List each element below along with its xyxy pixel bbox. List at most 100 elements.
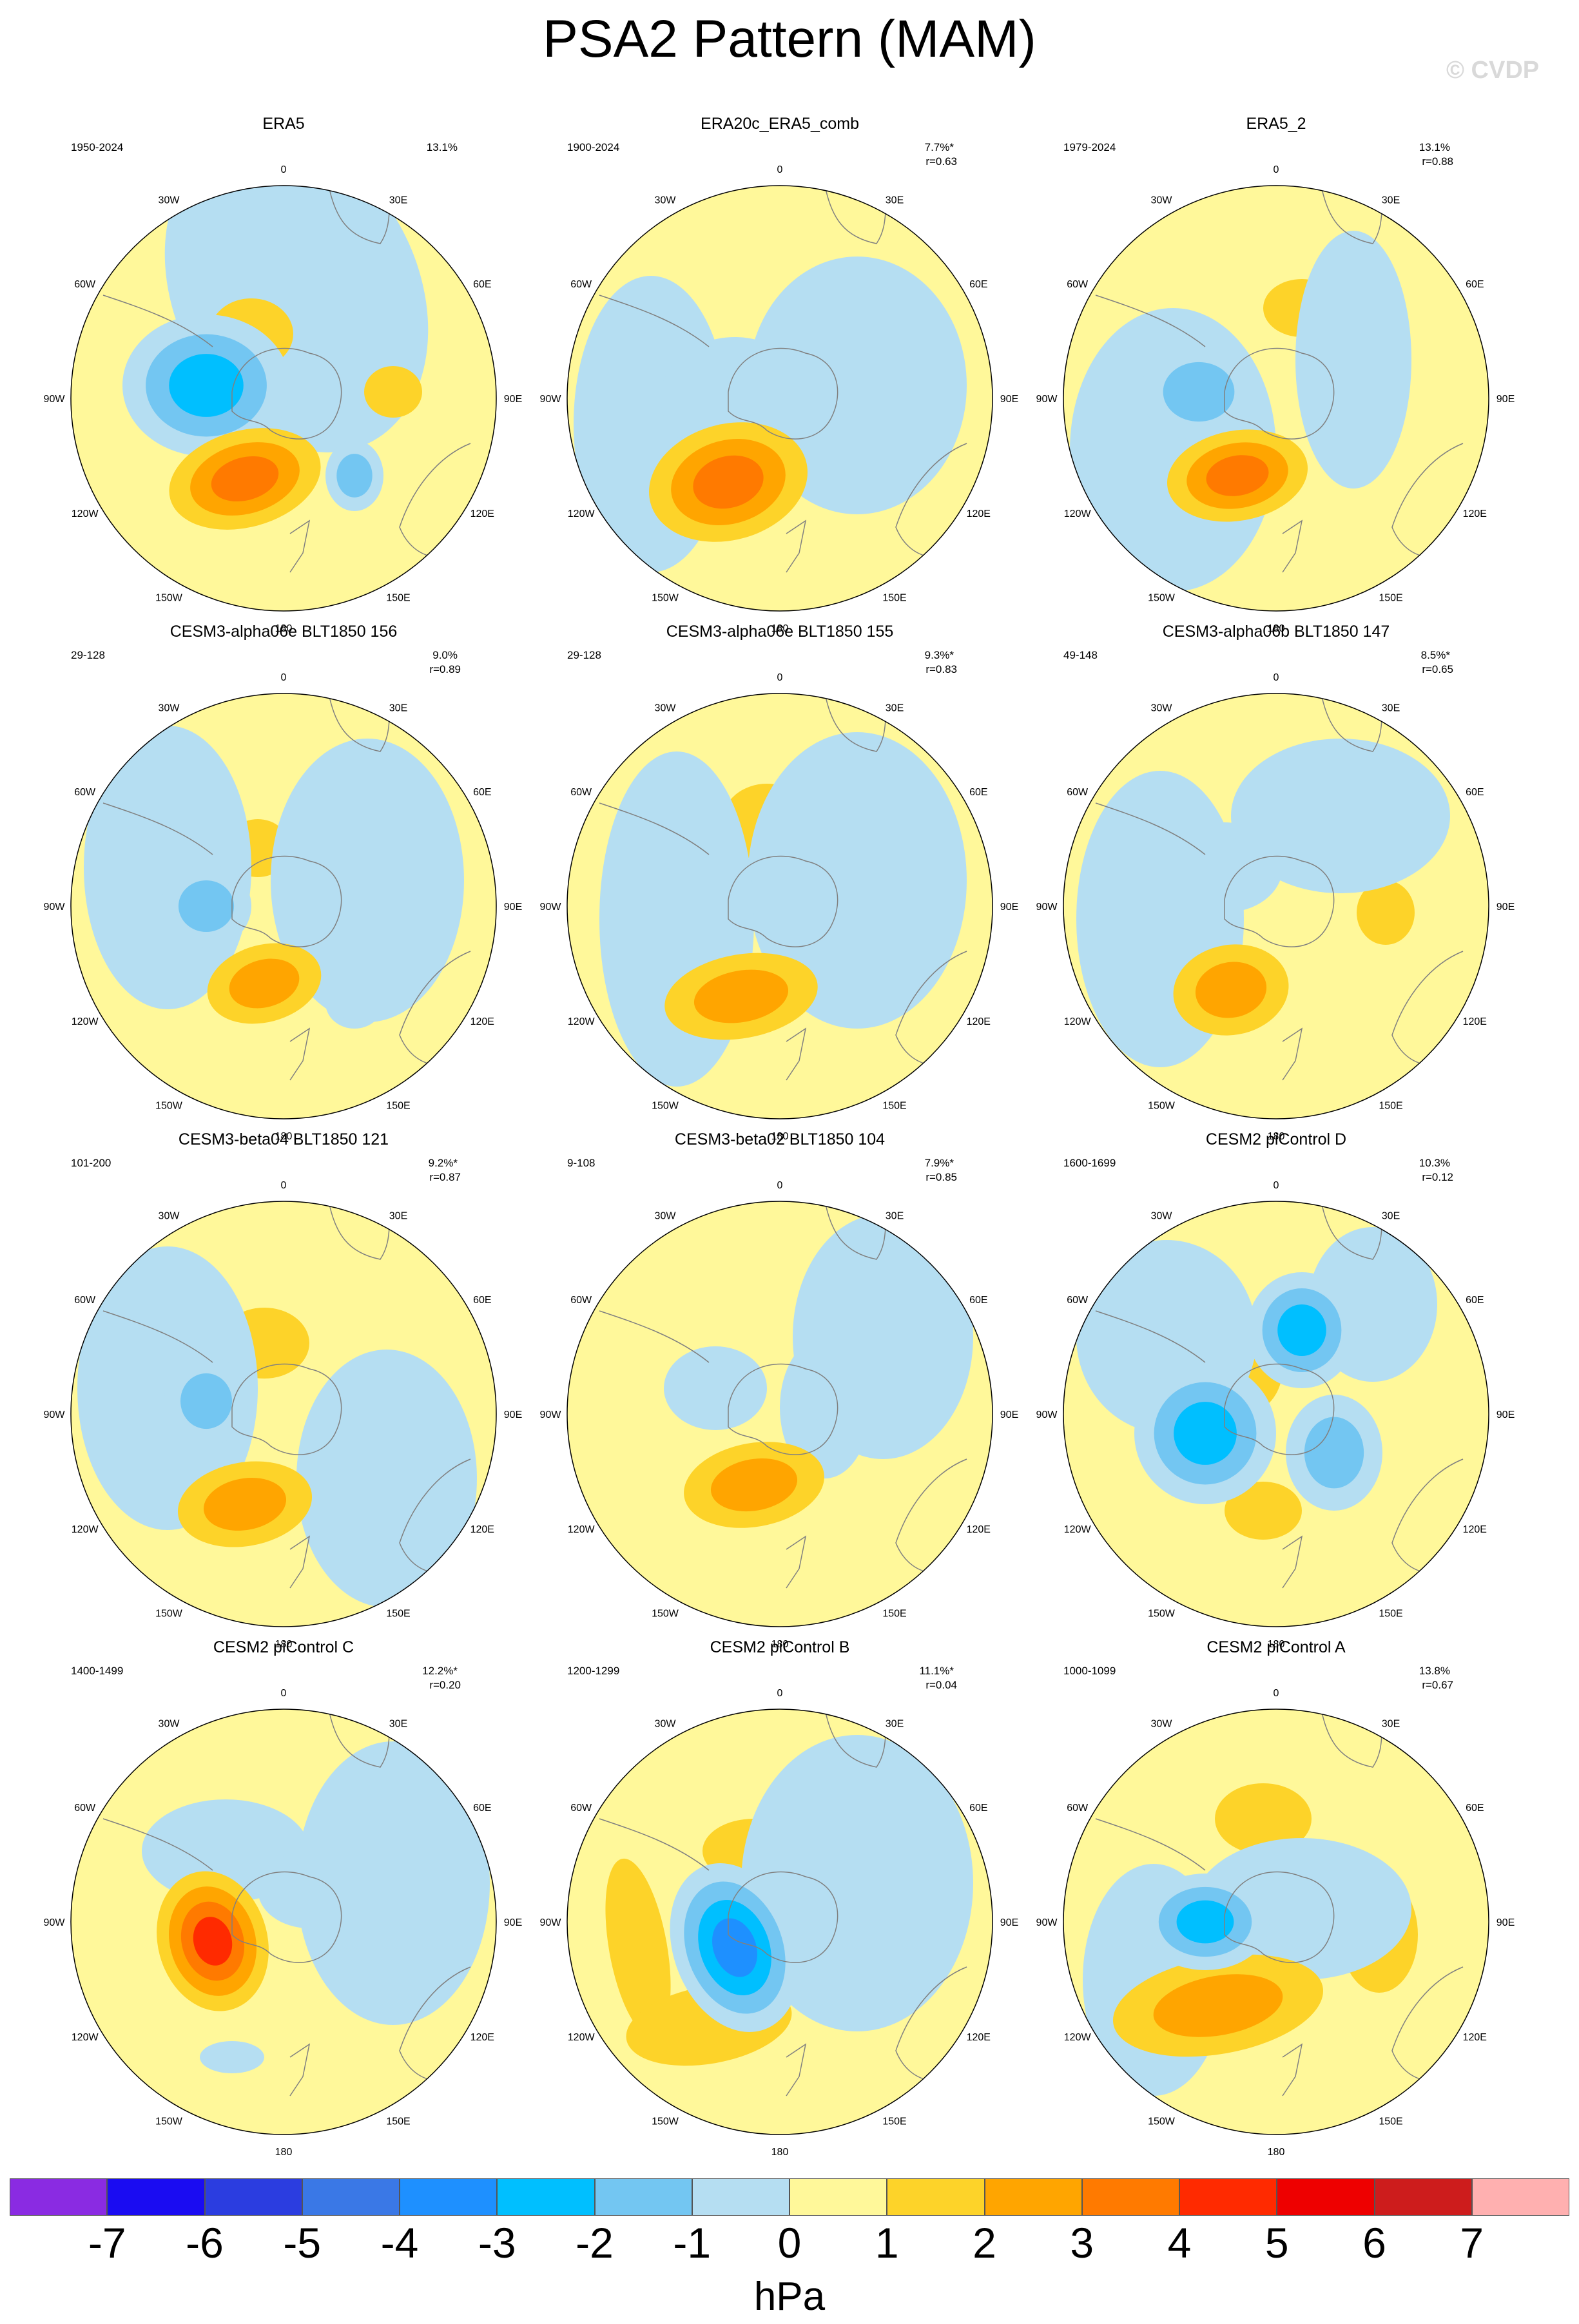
positive-anomaly-contour xyxy=(1206,455,1269,496)
panel-title: CESM3-beta04 BLT1850 121 xyxy=(178,1130,389,1148)
longitude-label: 180 xyxy=(1268,2147,1285,2158)
longitude-label: 60W xyxy=(74,1295,96,1306)
colorbar-tick-label: -3 xyxy=(478,2219,516,2267)
longitude-label: 180 xyxy=(275,1639,293,1650)
negative-anomaly-contour xyxy=(793,1214,973,1459)
longitude-label: 60W xyxy=(1067,1803,1089,1814)
map-panel: ERA5 0 30E 60E 90E 120E 150E 180 150W 120W 90W 60W 3… xyxy=(44,115,523,634)
positive-anomaly-contour xyxy=(229,958,300,1009)
longitude-label: 0 xyxy=(1274,1688,1279,1699)
positive-anomaly-contour xyxy=(211,456,279,502)
positive-anomaly-contour xyxy=(693,969,789,1023)
positive-anomaly-contour xyxy=(364,366,422,418)
variance-explained: 12.2%* xyxy=(422,1665,458,1677)
panel-title: CESM2 piControl A xyxy=(1206,1638,1346,1656)
colorbar-tick-label: 3 xyxy=(1070,2219,1094,2267)
longitude-label: 120E xyxy=(967,1524,991,1535)
longitude-label: 120W xyxy=(72,1016,99,1027)
anomaly-field xyxy=(71,1201,496,1627)
longitude-label: 90W xyxy=(1036,394,1058,405)
longitude-label: 90W xyxy=(540,902,562,913)
year-range: 1400-1499 xyxy=(71,1665,123,1677)
year-range: 1950-2024 xyxy=(71,141,123,153)
south-america-coastline xyxy=(599,295,710,347)
anomaly-field xyxy=(1063,1709,1489,2135)
pattern-correlation: r=0.88 xyxy=(1422,155,1453,168)
longitude-label: 180 xyxy=(275,623,293,634)
longitude-label: 150W xyxy=(652,1100,679,1111)
longitude-label: 90E xyxy=(1000,1917,1018,1928)
negative-anomaly-contour xyxy=(712,1918,757,1977)
south-america-coastline xyxy=(102,802,213,855)
longitude-label: 120E xyxy=(470,1016,494,1027)
longitude-label: 120W xyxy=(1064,508,1092,519)
colorbar-swatch xyxy=(594,2178,692,2216)
longitude-label: 150E xyxy=(386,2116,410,2127)
negative-anomaly-contour xyxy=(664,1346,767,1430)
longitude-label: 90E xyxy=(1000,1409,1018,1420)
antarctica-coastline xyxy=(1224,1363,1335,1455)
map-panel: CESM3-alpha06e BLT1850 155 0 30E 60E 90E 120E… xyxy=(540,623,1019,1142)
negative-anomaly-contour xyxy=(180,1373,232,1429)
longitude-label: 180 xyxy=(771,1131,789,1142)
colorbar-units: hPa xyxy=(753,2274,826,2319)
longitude-label: 30W xyxy=(655,1719,677,1730)
map-boundary xyxy=(567,1201,993,1627)
longitude-label: 60E xyxy=(969,787,987,798)
longitude-label: 90W xyxy=(44,902,66,913)
year-range: 1000-1099 xyxy=(1063,1665,1116,1677)
colorbar-tick-label: -1 xyxy=(673,2219,712,2267)
longitude-label: 0 xyxy=(777,164,783,175)
negative-anomaly-contour xyxy=(748,257,967,514)
panel-title: ERA5_2 xyxy=(1246,115,1306,133)
anomaly-field xyxy=(71,1709,496,2135)
new-zealand-coastline xyxy=(1282,519,1303,573)
longitude-label: 150E xyxy=(882,592,906,603)
longitude-label: 180 xyxy=(1268,1639,1285,1650)
polar-map: 0 30E 60E 90E 120E 150E 180 150W 120W 90W 60W 30W 29… xyxy=(44,649,523,1142)
south-america-coastline xyxy=(1095,1310,1206,1363)
longitude-label: 30E xyxy=(389,703,407,714)
longitude-label: 150W xyxy=(652,2116,679,2127)
polar-map: 0 30E 60E 90E 120E 150E 180 150W 120W 90W 60W 30W 19… xyxy=(1036,141,1515,634)
year-range: 9-108 xyxy=(567,1157,595,1169)
panel-title: CESM3-alpha06e BLT1850 155 xyxy=(666,623,894,641)
colorbar-swatch xyxy=(887,2178,985,2216)
south-america-coastline xyxy=(102,1310,213,1363)
longitude-label: 150W xyxy=(652,592,679,603)
longitude-label: 150W xyxy=(1148,592,1176,603)
negative-anomaly-contour xyxy=(296,1350,477,1607)
variance-explained: 13.1% xyxy=(1419,141,1450,153)
longitude-label: 0 xyxy=(777,672,783,683)
south-america-coastline xyxy=(599,1818,710,1871)
map-panel: CESM3-alpha06e BLT1850 156 0 30E 60E 90E 120E… xyxy=(44,623,523,1142)
map-boundary xyxy=(567,693,993,1119)
new-zealand-coastline xyxy=(1282,1535,1303,1589)
antarctica-coastline xyxy=(1224,347,1335,440)
longitude-label: 0 xyxy=(1274,164,1279,175)
positive-anomaly-contour xyxy=(1357,880,1415,945)
variance-explained: 9.2%* xyxy=(429,1157,458,1169)
map-panel: CESM3-beta02 BLT1850 104 0 30E 60E 90E 120E 15… xyxy=(540,1130,1019,1650)
colorbar-swatch xyxy=(790,2178,887,2216)
map-panel: CESM3-beta04 BLT1850 121 0 30E 60E 90E 120E 15… xyxy=(44,1130,523,1650)
negative-anomaly-contour xyxy=(296,1741,490,2025)
negative-anomaly-contour xyxy=(200,2041,264,2073)
longitude-label: 150E xyxy=(386,1608,410,1619)
longitude-label: 60E xyxy=(473,787,491,798)
year-range: 101-200 xyxy=(71,1157,111,1169)
longitude-label: 120W xyxy=(72,508,99,519)
pattern-correlation: r=0.89 xyxy=(429,663,461,675)
longitude-label: 120W xyxy=(1064,1524,1092,1535)
longitude-label: 30E xyxy=(1382,1719,1400,1730)
polar-map: 0 30E 60E 90E 120E 150E 180 150W 120W 90W 60W 30W 49… xyxy=(1036,649,1515,1142)
longitude-label: 150W xyxy=(1148,1608,1176,1619)
longitude-label: 90W xyxy=(1036,1409,1058,1420)
longitude-label: 30E xyxy=(886,1719,904,1730)
anomaly-field xyxy=(1063,186,1489,611)
antarctica-coastline xyxy=(231,1871,342,1963)
longitude-label: 60W xyxy=(570,1295,592,1306)
longitude-label: 90W xyxy=(540,1917,562,1928)
positive-anomaly-contour xyxy=(1225,1482,1302,1540)
colorbar-swatch xyxy=(1277,2178,1375,2216)
